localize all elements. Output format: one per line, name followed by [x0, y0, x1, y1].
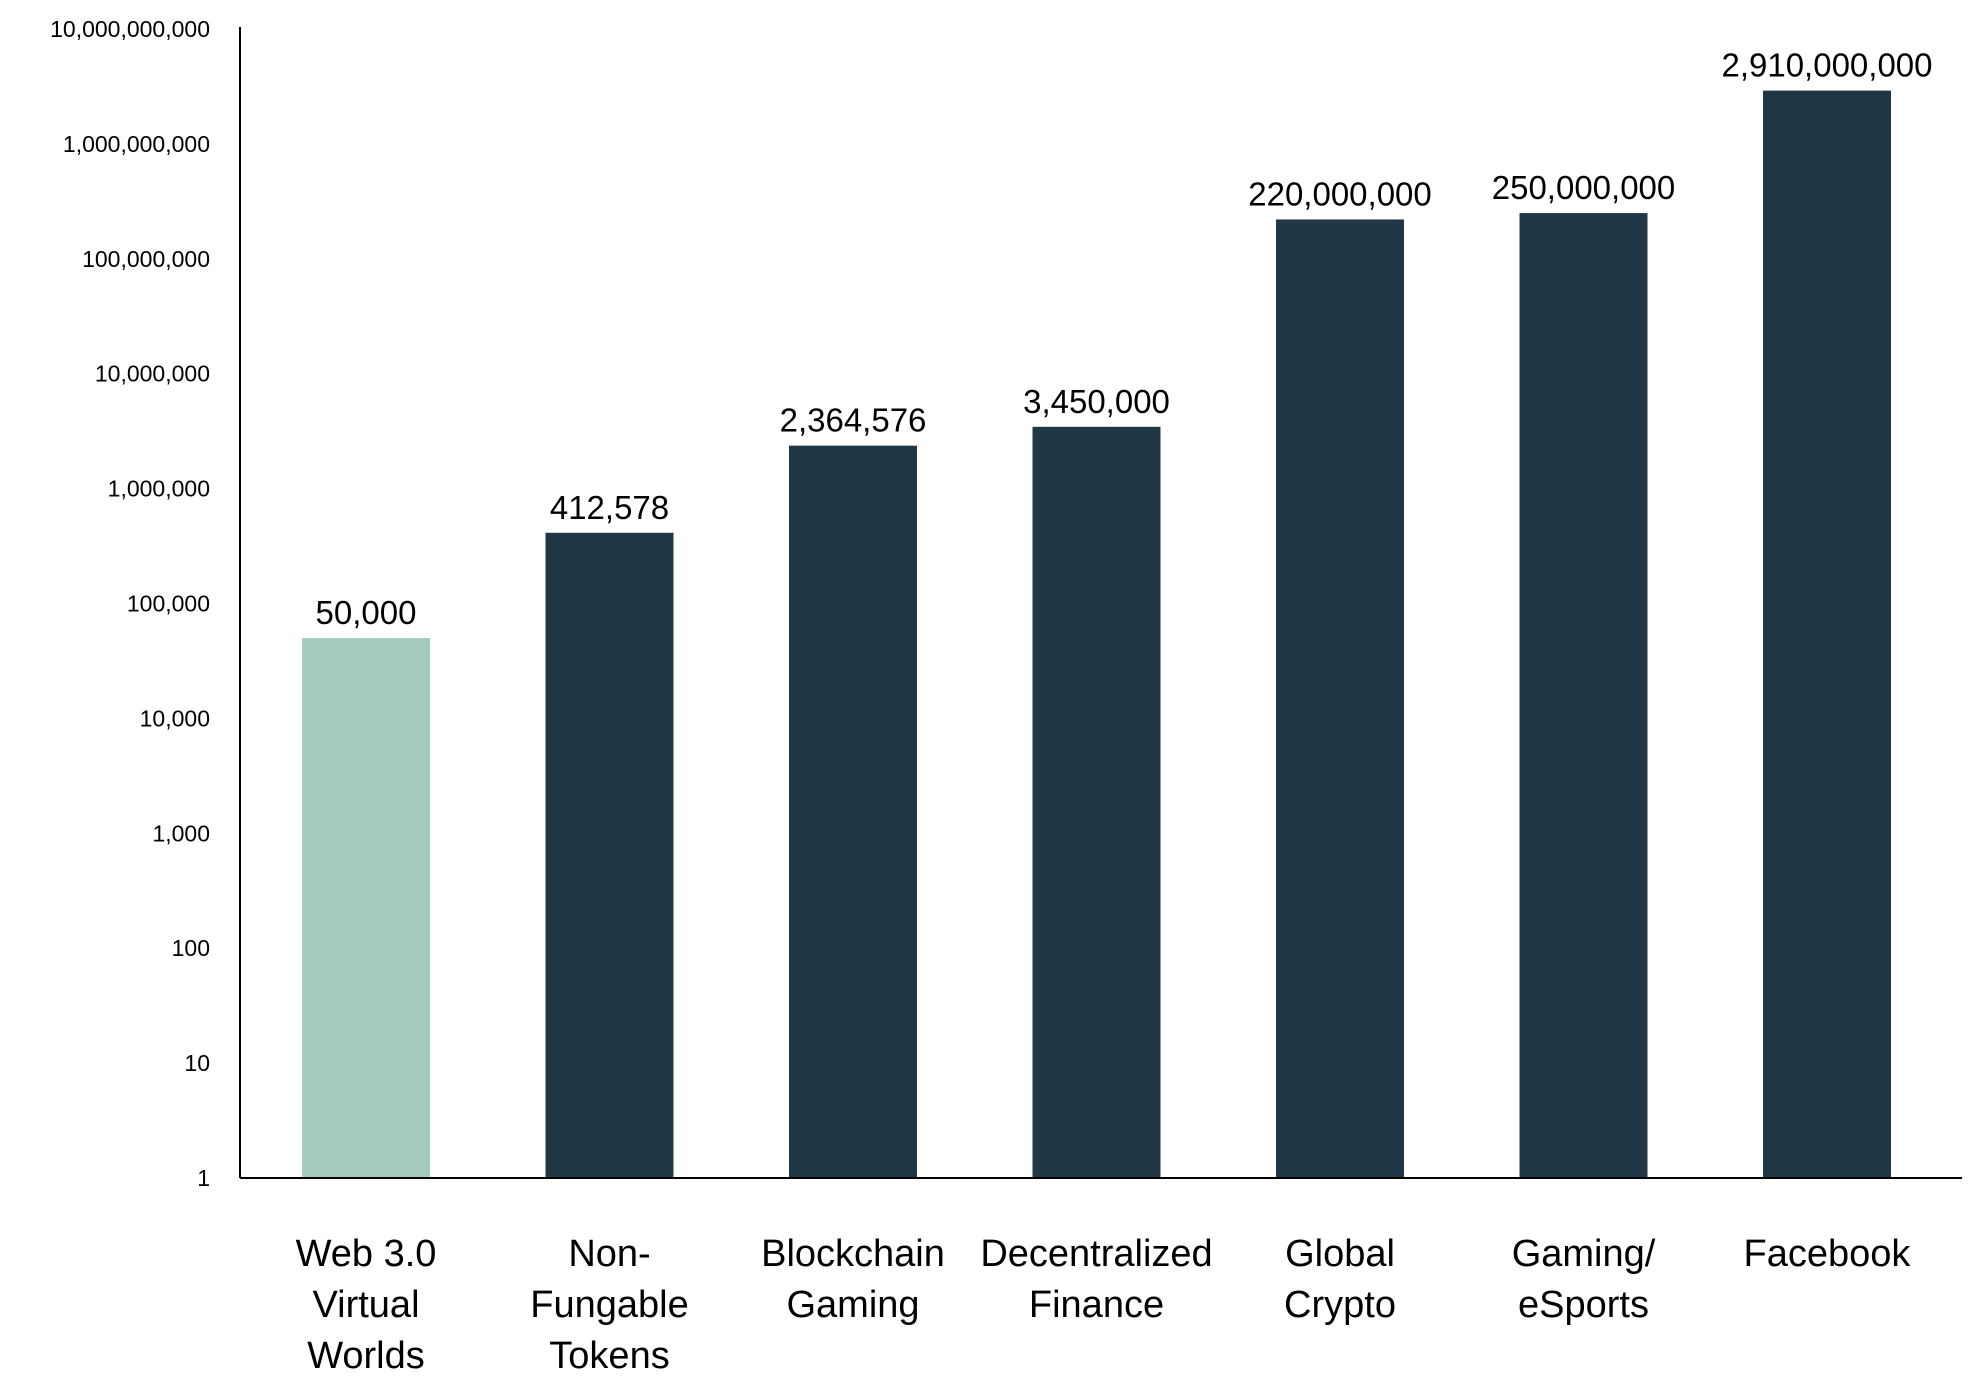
category-labels: Web 3.0 Virtual Worlds Non-Fungable Tokens Bl… [296, 1233, 1912, 1377]
category-label: Decentralized Finance [980, 1233, 1212, 1326]
category-label: Gaming/eSports [1512, 1233, 1656, 1326]
data-label: 3,450,000 [1023, 383, 1170, 420]
data-label: 220,000,000 [1248, 175, 1432, 212]
data-label: 2,364,576 [780, 402, 927, 439]
y-axis-ticks: 1 10 100 1,000 10,000 100,000 1,000,000 10,000,… [50, 16, 210, 1191]
y-tick-label: 10 [184, 1050, 210, 1076]
y-tick-label: 10,000,000,000 [50, 16, 210, 42]
y-tick-label: 1,000 [152, 820, 210, 846]
category-label: Global Crypto [1284, 1233, 1396, 1326]
y-tick-label: 100 [172, 935, 210, 961]
bars [302, 90, 1891, 1179]
data-label: 50,000 [316, 594, 417, 631]
bar [302, 638, 430, 1178]
bar [1519, 213, 1648, 1179]
bar [1763, 90, 1891, 1179]
y-tick-label: 1 [197, 1165, 210, 1191]
y-tick-label: 100,000,000 [82, 246, 210, 272]
data-labels: 50,000 412,578 2,364,576 3,450,000 220,000,0… [316, 47, 1933, 631]
bar [1276, 219, 1404, 1178]
y-tick-label: 10,000,000 [95, 361, 210, 387]
category-label: Non-Fungable Tokens [530, 1233, 688, 1377]
y-tick-label: 1,000,000,000 [63, 131, 210, 157]
y-tick-label: 1,000,000 [108, 476, 210, 502]
category-label: Blockchain Gaming [761, 1233, 945, 1326]
data-label: 2,910,000,000 [1721, 47, 1932, 84]
category-label: Facebook [1744, 1233, 1912, 1275]
y-tick-label: 10,000 [140, 705, 210, 731]
data-label: 412,578 [550, 489, 669, 526]
bar [789, 445, 917, 1178]
bar [1032, 426, 1161, 1179]
bar [545, 532, 674, 1178]
category-label: Web 3.0 Virtual Worlds [296, 1233, 437, 1377]
y-tick-label: 100,000 [127, 591, 210, 617]
data-label: 250,000,000 [1492, 169, 1676, 206]
